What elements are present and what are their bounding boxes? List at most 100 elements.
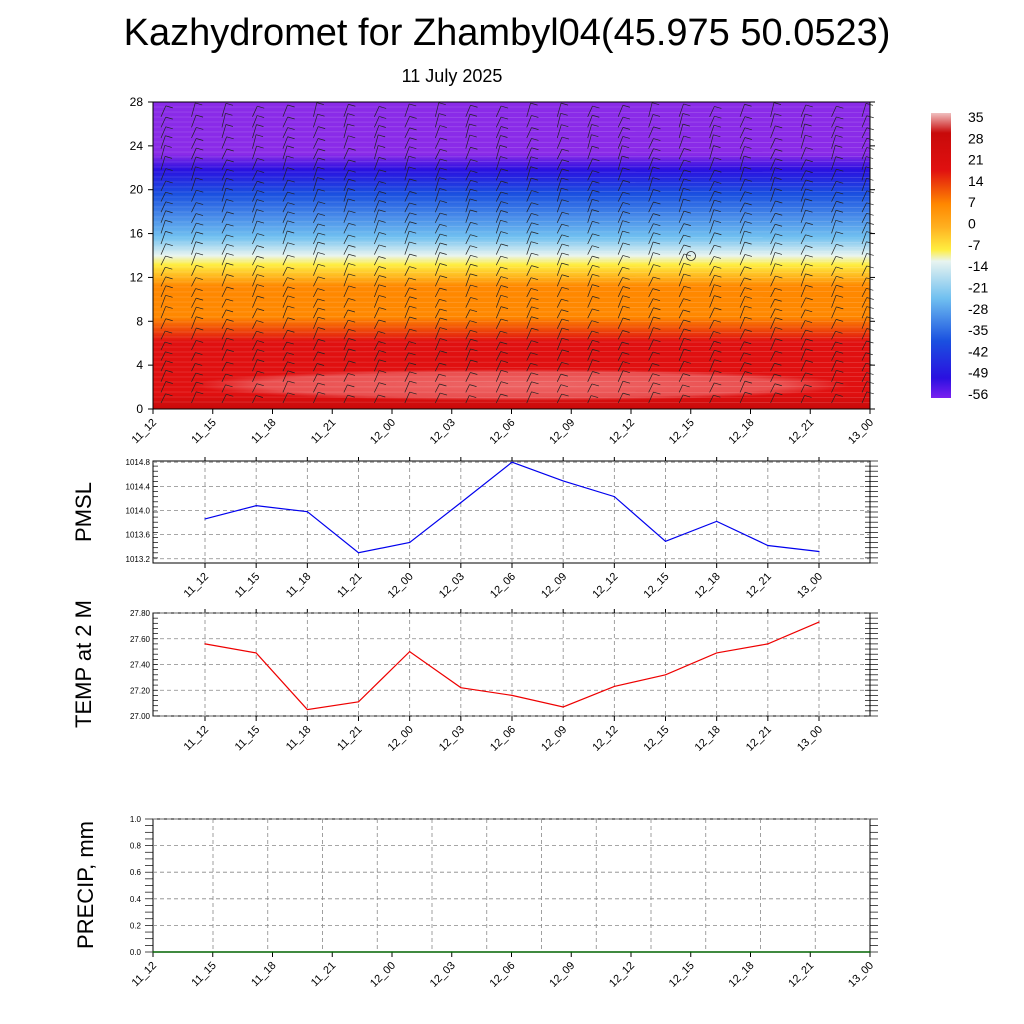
wind-barb-flag <box>286 155 294 159</box>
wind-barb <box>709 220 715 234</box>
wind-barb <box>709 307 715 319</box>
wind-barb <box>648 177 654 192</box>
wind-barb-flag <box>592 114 600 118</box>
x-tick-label: 11_21 <box>335 571 365 601</box>
data-point <box>357 701 360 703</box>
wind-barb-flag <box>196 202 204 205</box>
wind-barb-flag <box>530 288 539 291</box>
wind-barb-flag <box>592 264 600 268</box>
wind-barb-flag <box>683 348 691 352</box>
wind-barb-flag <box>683 309 691 313</box>
wind-barb <box>556 263 562 276</box>
wind-barb-flag <box>531 213 539 216</box>
wind-barb-flag <box>226 234 234 238</box>
wind-barb <box>404 296 410 308</box>
x-tick-label: 11_12 <box>130 960 160 990</box>
wind-barb <box>282 220 288 234</box>
y-tick-label: 0.6 <box>130 868 142 877</box>
wind-barb <box>282 202 288 213</box>
wind-barb-flag <box>592 339 600 343</box>
wind-barb <box>770 213 776 223</box>
wind-barb-flag <box>348 273 356 277</box>
wind-barb <box>800 320 806 329</box>
wind-barb-flag <box>500 255 508 259</box>
wind-barb-flag <box>439 223 447 227</box>
wind-barb <box>770 263 776 276</box>
wind-barb <box>160 243 167 255</box>
y-tick-label: 12 <box>130 270 144 284</box>
wind-barb <box>831 169 837 181</box>
wind-barb <box>495 285 502 298</box>
x-tick-label: 12_12 <box>590 571 620 601</box>
wind-barb <box>282 191 288 202</box>
wind-barb <box>252 349 258 361</box>
wind-barb-flag <box>561 168 570 172</box>
wind-barb <box>221 309 227 319</box>
data-point <box>306 708 308 711</box>
wind-barb-flag <box>499 145 508 148</box>
wind-barb <box>495 360 502 372</box>
wind-barb-flag <box>652 166 660 170</box>
x-tick-label: 12_15 <box>642 724 672 754</box>
wind-barb <box>313 223 319 234</box>
wind-barb <box>739 241 745 255</box>
wind-barb-flag <box>714 115 722 119</box>
wind-barb <box>313 157 319 170</box>
wind-barb <box>495 145 501 160</box>
x-tick-label: 11_15 <box>233 724 263 754</box>
wind-barb-flag <box>866 137 874 141</box>
colorbar-label: -49 <box>968 365 988 381</box>
wind-barb-flag <box>287 380 295 384</box>
wind-barb-flag <box>775 137 783 141</box>
wind-barb-flag <box>500 243 509 247</box>
wind-barb <box>495 381 502 393</box>
wind-barb-flag <box>317 241 325 245</box>
wind-barb-flag <box>256 308 265 311</box>
wind-barb <box>861 213 867 223</box>
wind-barb-flag <box>226 252 234 256</box>
wind-barb <box>556 384 562 393</box>
wind-barb-flag <box>348 234 356 238</box>
wind-barb <box>861 316 867 329</box>
wind-barb-flag <box>743 352 751 356</box>
wind-barb <box>282 330 288 340</box>
wind-barb <box>404 221 410 234</box>
x-tick-label: 13_00 <box>795 724 825 754</box>
wind-barb <box>374 275 380 287</box>
wind-barb <box>739 352 745 361</box>
wind-barb <box>800 273 806 287</box>
y-tick-label: 1014.8 <box>126 458 151 467</box>
wind-barb <box>709 382 715 393</box>
wind-barb <box>252 395 257 404</box>
wind-barb-flag <box>348 360 356 364</box>
x-tick-label: 12_09 <box>547 417 577 447</box>
wind-barb <box>739 146 745 160</box>
wind-barb-flag <box>500 306 509 309</box>
wind-barb-flag <box>226 211 234 215</box>
wind-barb-flag <box>287 179 295 183</box>
wind-barb-flag <box>348 319 356 323</box>
wind-barb-flag <box>530 363 538 366</box>
wind-barb-flag <box>560 102 569 106</box>
wind-barb <box>556 274 563 287</box>
wind-barb <box>252 308 258 319</box>
wind-barb-flag <box>165 135 173 139</box>
wind-barb-flag <box>287 266 295 270</box>
wind-barb <box>434 299 440 308</box>
wind-barb <box>160 145 166 160</box>
wind-barb <box>282 127 289 139</box>
wind-barb-flag <box>713 124 722 128</box>
wind-barb <box>191 277 197 287</box>
wind-barb <box>434 374 440 382</box>
wind-barb-flag <box>836 180 844 184</box>
wind-barb-flag <box>409 253 417 257</box>
wind-barb <box>739 179 746 192</box>
wind-barb-flag <box>560 384 569 388</box>
wind-barb <box>374 157 380 170</box>
wind-barb <box>831 351 837 361</box>
x-tick-label: 12_09 <box>547 960 577 990</box>
wind-barb <box>556 199 563 213</box>
wind-barb <box>252 233 258 245</box>
wind-barb <box>831 285 837 298</box>
wind-barb <box>648 138 654 149</box>
